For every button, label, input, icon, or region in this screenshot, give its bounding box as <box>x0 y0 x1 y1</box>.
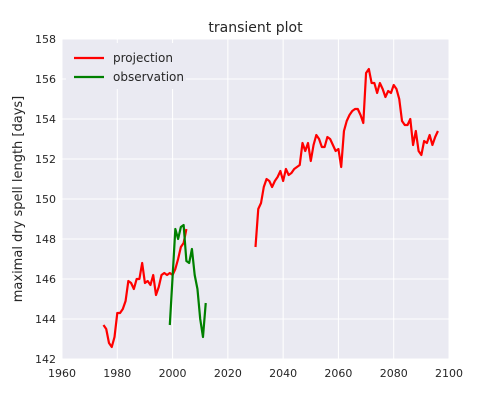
x-tick-label: 2020 <box>214 367 242 380</box>
grid-lines <box>61 38 450 360</box>
y-tick-label: 144 <box>35 313 56 326</box>
series-line-observation <box>168 223 207 339</box>
y-tick-label: 156 <box>35 73 56 86</box>
x-tick-label: 2100 <box>435 367 463 380</box>
y-tick-labels: 142 144 146 148 150 152 154 156 158 <box>35 33 56 366</box>
y-tick-label: 150 <box>35 193 56 206</box>
chart-title: transient plot <box>208 20 303 36</box>
series-line-projection <box>254 67 439 248</box>
legend-box <box>66 43 186 89</box>
legend-label-observation: observation <box>113 70 184 84</box>
y-tick-label: 152 <box>35 153 56 166</box>
legend-label-projection: projection <box>113 51 173 65</box>
x-tick-labels: 1960 1980 2000 2020 2040 2060 2080 2100 <box>48 367 463 380</box>
x-tick-label: 2060 <box>324 367 352 380</box>
x-tick-label: 2080 <box>380 367 408 380</box>
y-tick-label: 154 <box>35 113 56 126</box>
x-tick-label: 1960 <box>48 367 76 380</box>
legend: projection observation <box>66 43 186 89</box>
y-tick-label: 142 <box>35 353 56 366</box>
x-tick-label: 1980 <box>103 367 131 380</box>
series-layer <box>102 67 439 349</box>
x-tick-label: 2040 <box>269 367 297 380</box>
y-tick-label: 158 <box>35 33 56 46</box>
y-tick-label: 146 <box>35 273 56 286</box>
y-tick-label: 148 <box>35 233 56 246</box>
y-axis-label: maximal dry spell length [days] <box>11 96 26 303</box>
x-tick-label: 2000 <box>159 367 187 380</box>
